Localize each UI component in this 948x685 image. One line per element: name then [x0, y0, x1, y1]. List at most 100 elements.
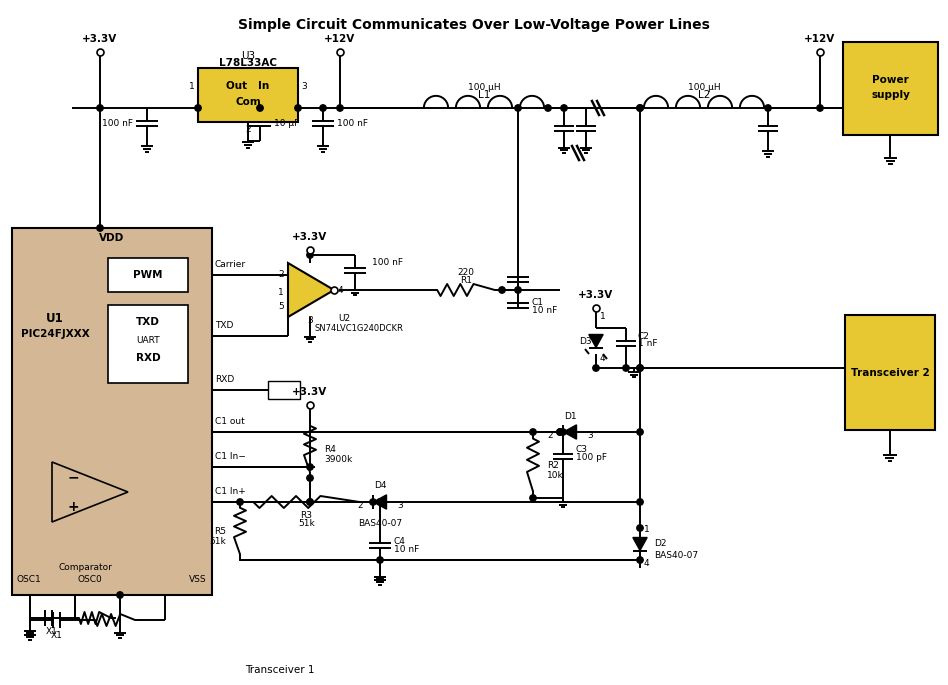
Text: C3: C3	[576, 445, 588, 455]
Text: RXD: RXD	[215, 375, 234, 384]
Text: X1: X1	[51, 630, 63, 640]
Text: +: +	[67, 500, 79, 514]
Polygon shape	[52, 462, 128, 522]
Circle shape	[97, 105, 103, 111]
Text: 4: 4	[600, 353, 606, 362]
Text: +12V: +12V	[804, 34, 835, 44]
Circle shape	[592, 365, 599, 371]
Text: 10k: 10k	[547, 471, 564, 479]
Circle shape	[556, 429, 563, 435]
FancyBboxPatch shape	[12, 228, 212, 595]
Text: RXD: RXD	[136, 353, 160, 363]
Text: C1 out: C1 out	[215, 417, 245, 426]
Circle shape	[637, 105, 643, 111]
Circle shape	[117, 592, 123, 598]
Polygon shape	[374, 495, 387, 509]
Text: C4: C4	[394, 538, 406, 547]
Text: L1: L1	[478, 90, 490, 100]
Text: Comparator: Comparator	[58, 564, 112, 573]
Text: Transceiver 1: Transceiver 1	[246, 665, 315, 675]
Text: R4: R4	[324, 445, 336, 453]
Text: Carrier: Carrier	[215, 260, 246, 269]
Text: 10 nF: 10 nF	[394, 545, 419, 554]
Text: C1 In−: C1 In−	[215, 452, 246, 461]
Text: R1: R1	[460, 275, 472, 284]
Circle shape	[257, 105, 264, 111]
Text: PIC24FJXXX: PIC24FJXXX	[21, 329, 89, 339]
Text: 3900k: 3900k	[324, 455, 353, 464]
Text: Com: Com	[235, 97, 261, 107]
Text: 1: 1	[279, 288, 284, 297]
Text: 2: 2	[279, 269, 284, 279]
Circle shape	[530, 495, 537, 501]
Text: +3.3V: +3.3V	[292, 387, 328, 397]
Text: U2: U2	[338, 314, 350, 323]
Text: X1: X1	[46, 627, 58, 636]
Text: 1: 1	[644, 525, 649, 534]
Text: L78L33AC: L78L33AC	[219, 58, 277, 68]
Text: R3: R3	[301, 512, 313, 521]
Text: 51k: 51k	[298, 519, 315, 529]
Text: L2: L2	[698, 90, 710, 100]
Text: 5: 5	[279, 301, 284, 310]
Text: 2: 2	[246, 125, 251, 134]
Text: Out   In: Out In	[227, 81, 269, 91]
Text: U3: U3	[241, 51, 255, 61]
Text: 100 nF: 100 nF	[102, 119, 133, 127]
Text: D3: D3	[579, 336, 592, 345]
Text: TXD: TXD	[137, 317, 160, 327]
Text: 1 nF: 1 nF	[638, 338, 658, 347]
Text: VDD: VDD	[100, 233, 124, 243]
FancyBboxPatch shape	[108, 305, 188, 383]
Circle shape	[376, 557, 383, 563]
Circle shape	[97, 225, 103, 232]
Circle shape	[637, 429, 643, 435]
Circle shape	[295, 105, 301, 111]
Circle shape	[370, 499, 376, 506]
Text: 2: 2	[357, 501, 363, 510]
Text: +3.3V: +3.3V	[82, 34, 118, 44]
Circle shape	[637, 499, 643, 506]
Circle shape	[623, 365, 629, 371]
FancyBboxPatch shape	[268, 381, 300, 399]
FancyBboxPatch shape	[108, 258, 188, 292]
Text: UART: UART	[137, 336, 160, 345]
Circle shape	[637, 557, 643, 563]
Text: supply: supply	[871, 90, 910, 100]
Circle shape	[307, 499, 313, 506]
Text: 100 pF: 100 pF	[576, 453, 607, 462]
Circle shape	[515, 287, 521, 293]
Circle shape	[560, 429, 566, 435]
Text: C1: C1	[532, 297, 544, 306]
Circle shape	[561, 105, 567, 111]
Circle shape	[515, 105, 521, 111]
Circle shape	[637, 105, 643, 111]
Text: 100 μH: 100 μH	[687, 82, 720, 92]
Text: BAS40-07: BAS40-07	[358, 519, 402, 529]
Text: 100 nF: 100 nF	[337, 119, 368, 127]
FancyBboxPatch shape	[845, 315, 935, 430]
Text: −: −	[67, 470, 79, 484]
Text: 3: 3	[301, 82, 307, 90]
Text: D2: D2	[654, 540, 666, 549]
Text: R2: R2	[547, 460, 559, 469]
Circle shape	[307, 252, 313, 258]
Text: 10 μF: 10 μF	[274, 119, 300, 127]
Polygon shape	[589, 334, 603, 347]
Text: C2: C2	[638, 332, 650, 340]
Text: D4: D4	[374, 482, 386, 490]
Circle shape	[307, 499, 313, 506]
Circle shape	[319, 105, 326, 111]
Circle shape	[194, 105, 201, 111]
Text: +3.3V: +3.3V	[292, 232, 328, 242]
Circle shape	[337, 105, 343, 111]
Text: 4: 4	[644, 560, 649, 569]
Text: Power: Power	[872, 75, 909, 85]
Text: 3: 3	[587, 430, 592, 440]
Circle shape	[499, 287, 505, 293]
Text: D1: D1	[564, 412, 576, 421]
Circle shape	[545, 105, 551, 111]
Text: 1: 1	[600, 312, 606, 321]
Text: 2: 2	[547, 430, 553, 440]
Circle shape	[765, 105, 772, 111]
